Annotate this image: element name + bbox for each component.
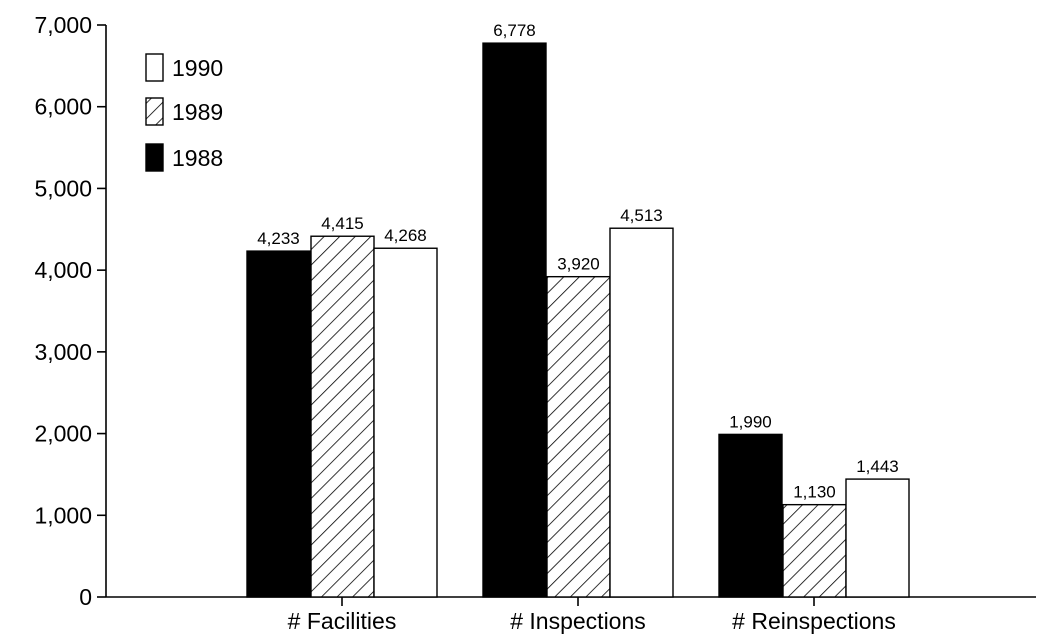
- bar-1989: [310, 235, 375, 598]
- bar-1990: [373, 247, 438, 598]
- x-axis: # Facilities # Inspections # Reinspections: [106, 596, 1036, 634]
- data-label: 4,513: [620, 206, 663, 225]
- data-labels: 4,233 6,778 1,990 4,415 3,920 1,130 4,268 4,513…: [257, 21, 899, 502]
- legend-label: 1989: [172, 99, 223, 125]
- x-category-label: # Inspections: [510, 608, 646, 634]
- data-label: 1,130: [793, 483, 836, 502]
- data-label: 4,233: [257, 229, 300, 248]
- bar-1990: [845, 478, 910, 598]
- y-tick-label: 4,000: [34, 257, 92, 283]
- data-label: 3,920: [557, 255, 600, 274]
- bar-1988: [482, 42, 547, 598]
- bar-1988: [718, 433, 783, 598]
- data-label: 6,778: [493, 21, 536, 40]
- legend-label: 1988: [172, 145, 223, 171]
- y-tick-label: 2,000: [34, 421, 92, 447]
- legend: 1990 1989 1988: [145, 53, 223, 172]
- bar-1989: [782, 503, 847, 598]
- legend-swatch-1988: [145, 143, 164, 172]
- legend-swatch-1989: [145, 97, 164, 126]
- y-tick-label: 7,000: [34, 12, 92, 38]
- x-category-label: # Facilities: [288, 608, 397, 634]
- y-axis: 0 1,000 2,000 3,000 4,000 5,000 6,000 7,000: [34, 12, 107, 610]
- data-label: 1,990: [729, 412, 772, 431]
- bar-1990: [609, 227, 674, 598]
- x-category-label: # Reinspections: [732, 608, 896, 634]
- y-tick-label: 5,000: [34, 175, 92, 201]
- y-tick-label: 1,000: [34, 502, 92, 528]
- data-label: 1,443: [856, 457, 899, 476]
- legend-label: 1990: [172, 55, 223, 81]
- bars: [246, 42, 910, 598]
- bar-1989: [546, 275, 611, 598]
- data-label: 4,268: [384, 226, 427, 245]
- y-tick-label: 0: [79, 584, 92, 610]
- y-tick-label: 3,000: [34, 339, 92, 365]
- y-tick-label: 6,000: [34, 94, 92, 120]
- legend-swatch-1990: [145, 53, 164, 82]
- bar-1988: [246, 250, 311, 598]
- data-label: 4,415: [321, 214, 364, 233]
